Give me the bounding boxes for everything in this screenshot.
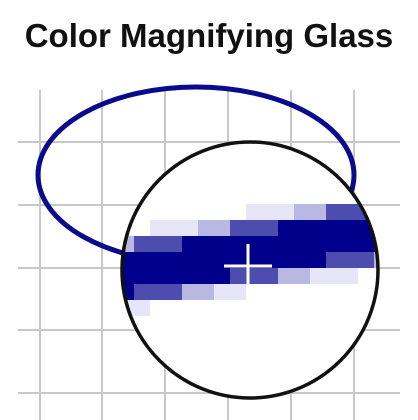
magnified-pixel [166, 268, 182, 284]
magnified-pixel [246, 252, 262, 268]
magnified-pixel [342, 268, 358, 284]
magnified-pixel [214, 252, 230, 268]
magnified-pixel [182, 284, 198, 300]
magnified-pixel [262, 204, 278, 220]
magnified-pixel [326, 220, 342, 236]
magnified-pixel [166, 284, 182, 300]
magnified-pixel [230, 220, 246, 236]
magnified-pixel [246, 236, 262, 252]
magnified-pixel [246, 204, 262, 220]
magnified-pixel [198, 220, 214, 236]
magnified-pixel [150, 236, 166, 252]
magnified-pixel [358, 252, 374, 268]
magnified-pixel [150, 220, 166, 236]
magnified-pixel [294, 268, 310, 284]
magnified-pixel [342, 252, 358, 268]
magnified-pixel [278, 268, 294, 284]
magnified-pixel [150, 268, 166, 284]
magnified-pixel [310, 220, 326, 236]
magnified-pixel [278, 236, 294, 252]
magnified-pixel [310, 236, 326, 252]
magnified-pixel [326, 204, 342, 220]
magnified-pixel [166, 236, 182, 252]
magnified-pixel [246, 220, 262, 236]
magnified-pixel [358, 188, 374, 204]
magnified-pixel [214, 236, 230, 252]
magnified-pixel [262, 252, 278, 268]
magnified-pixel [122, 268, 134, 284]
magnified-pixel [198, 252, 214, 268]
magnified-pixel [310, 268, 326, 284]
magnified-pixel [326, 236, 342, 252]
magnified-pixels [122, 188, 378, 316]
magnified-pixel [294, 204, 310, 220]
magnified-pixel [182, 220, 198, 236]
magnified-pixel [278, 252, 294, 268]
magnified-pixel [326, 252, 342, 268]
magnified-pixel [294, 220, 310, 236]
magnified-pixel [230, 236, 246, 252]
magnified-pixel [310, 252, 326, 268]
magnified-pixel [166, 252, 182, 268]
magnified-pixel [246, 268, 262, 284]
magnified-pixel [150, 284, 166, 300]
magnified-pixel [326, 268, 342, 284]
magnified-pixel [374, 220, 378, 236]
magnified-pixel [358, 236, 374, 252]
page-title: Color Magnifying Glass [24, 17, 394, 54]
magnified-pixel [262, 220, 278, 236]
magnified-pixel [182, 236, 198, 252]
magnified-pixel [182, 252, 198, 268]
magnified-pixel [166, 220, 182, 236]
magnified-pixel [198, 268, 214, 284]
magnified-pixel [310, 204, 326, 220]
magnified-pixel [262, 236, 278, 252]
magnified-pixel [342, 220, 358, 236]
magnified-pixel [294, 252, 310, 268]
magnified-pixel [134, 300, 150, 316]
magnified-pixel [134, 252, 150, 268]
magnified-pixel [134, 268, 150, 284]
magnified-pixel [262, 268, 278, 284]
magnified-pixel [374, 188, 378, 204]
magnified-pixel [342, 236, 358, 252]
magnified-pixel [214, 268, 230, 284]
magnifier-lens-icon[interactable] [120, 140, 380, 400]
magnified-pixel [134, 284, 150, 300]
magnified-pixel [198, 236, 214, 252]
crosshair-icon [224, 244, 272, 290]
magnified-pixel [134, 236, 150, 252]
magnified-pixel [342, 204, 358, 220]
magnified-pixel [230, 252, 246, 268]
magnified-pixel [122, 252, 134, 268]
magnified-pixel [198, 284, 214, 300]
magnified-pixel [214, 220, 230, 236]
magnified-pixel [374, 204, 378, 220]
magnified-pixel [230, 268, 246, 284]
magnified-pixel [278, 204, 294, 220]
magnified-pixel [182, 268, 198, 284]
magnified-pixel [278, 220, 294, 236]
magnified-pixel [230, 284, 246, 300]
magnified-pixel [214, 284, 230, 300]
magnified-pixel [294, 236, 310, 252]
magnified-pixel [150, 252, 166, 268]
